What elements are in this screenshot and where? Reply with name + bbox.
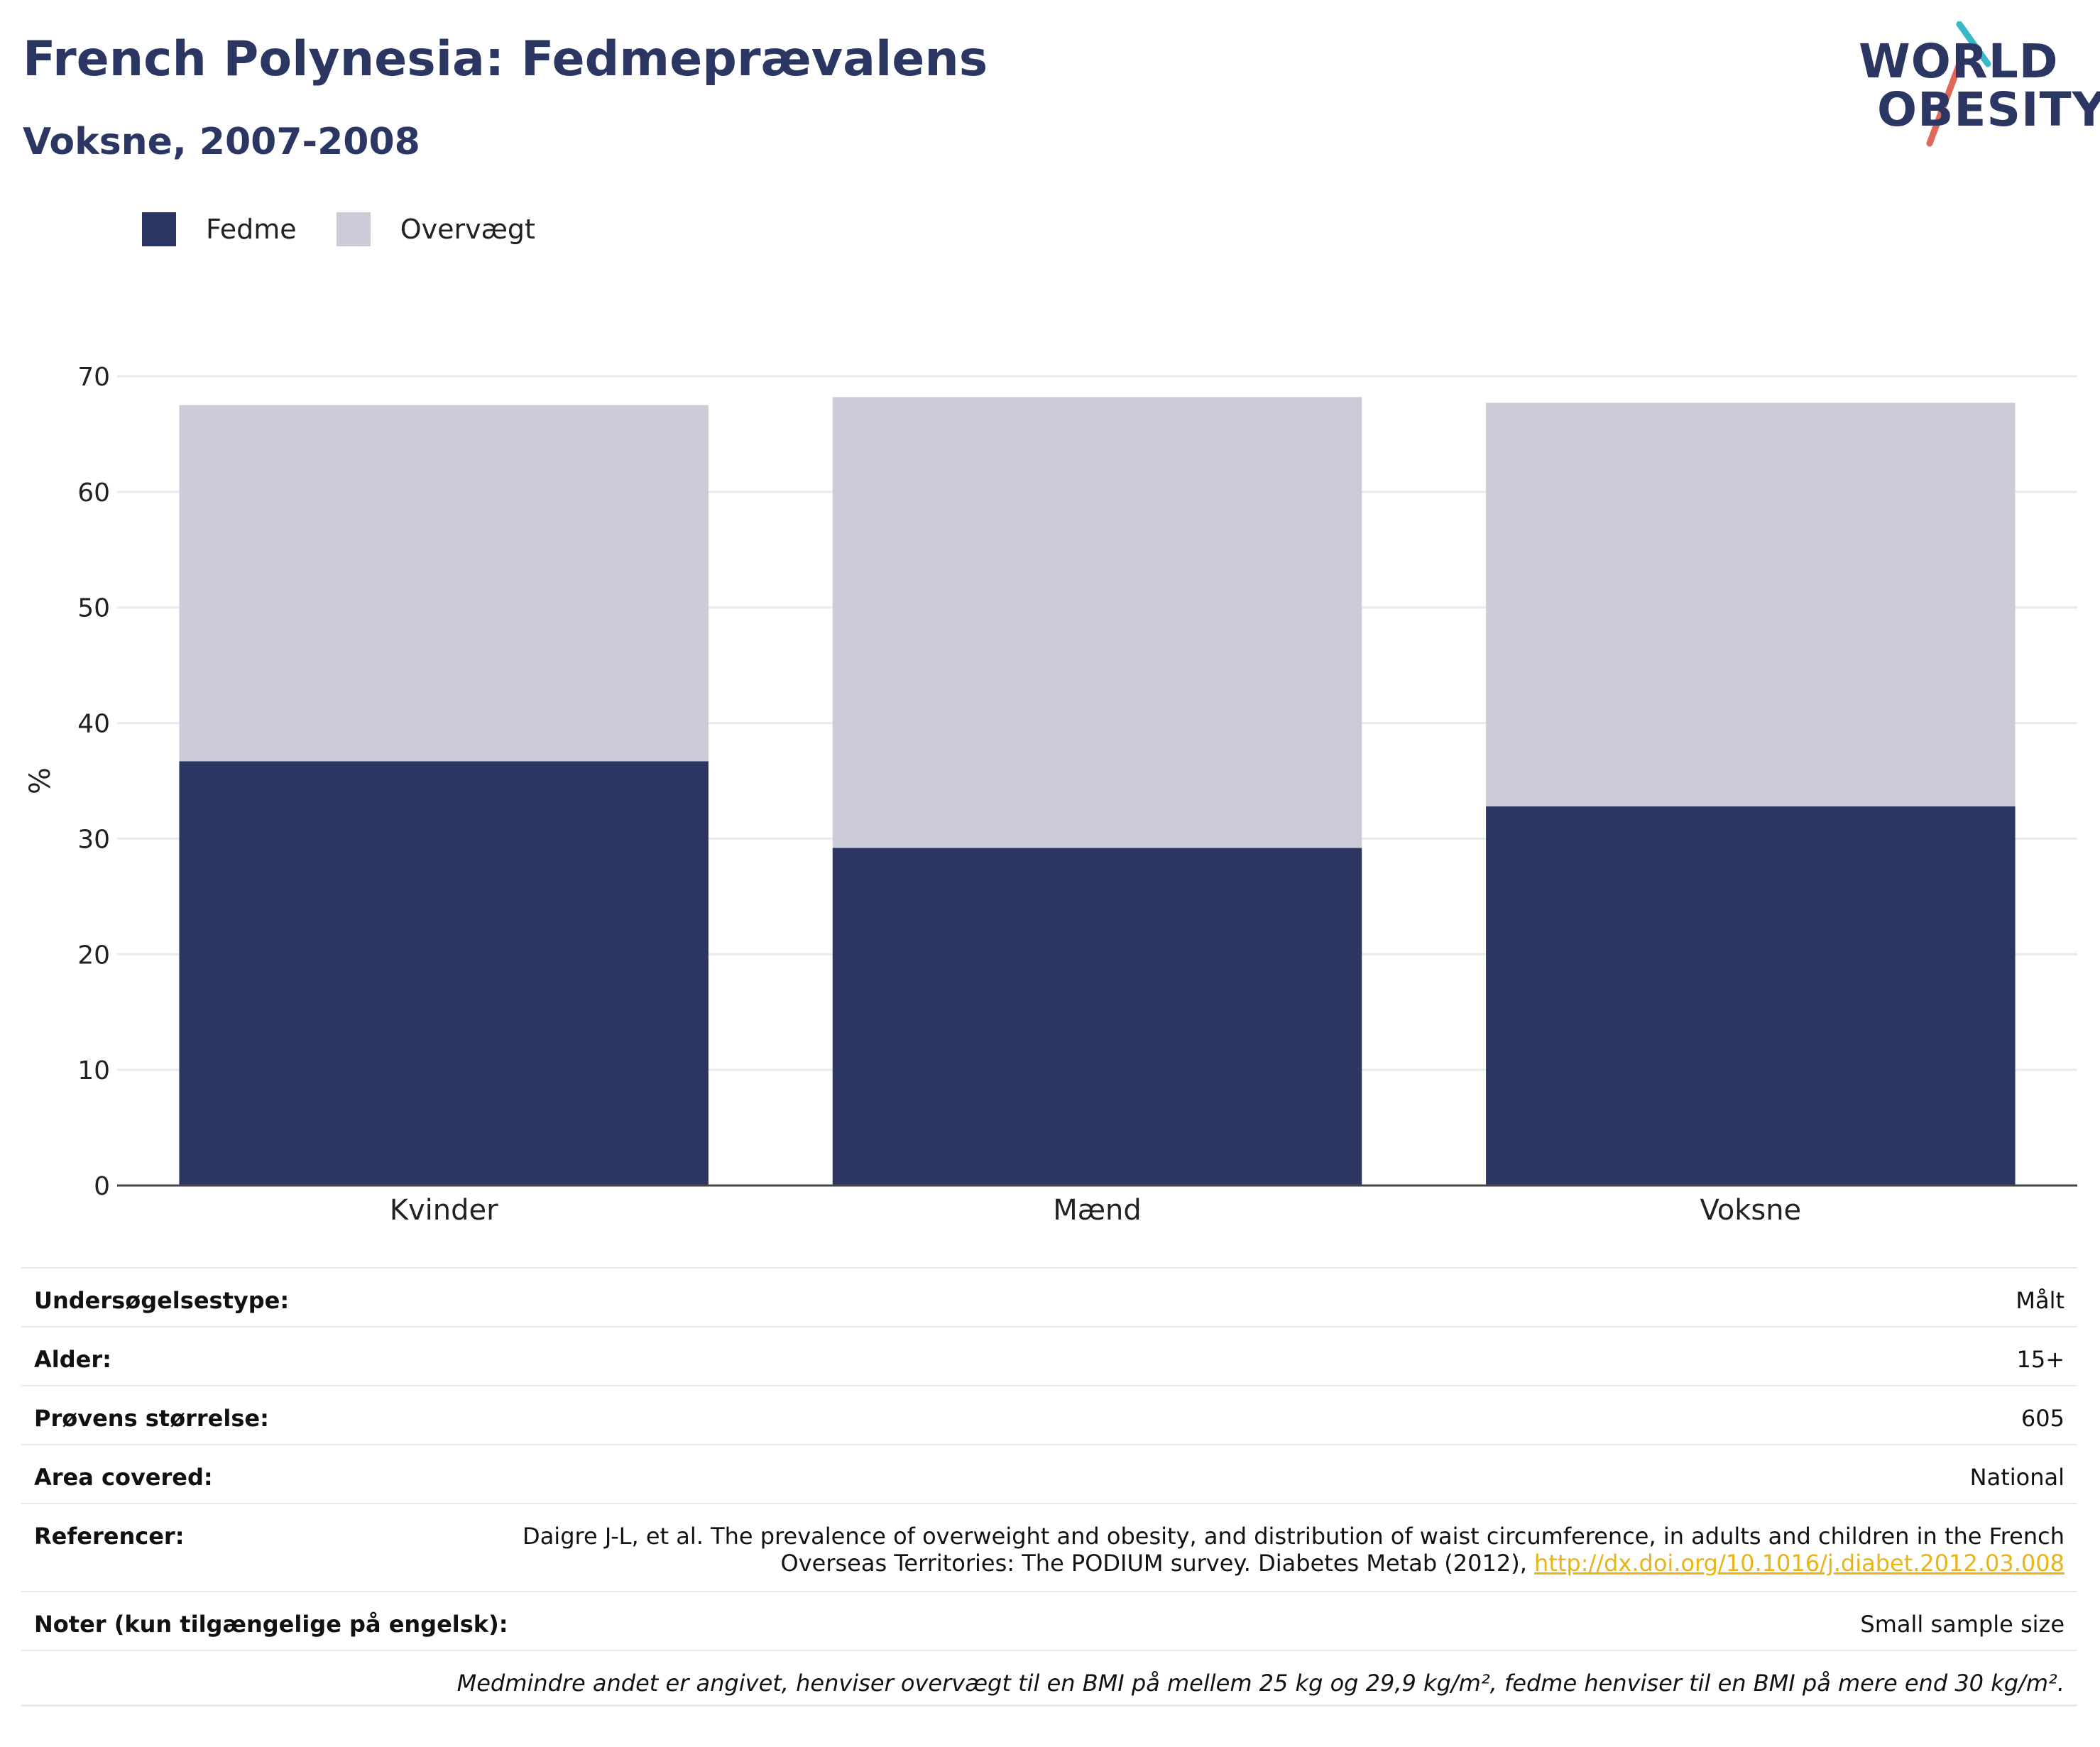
meta-value: Small sample size bbox=[1860, 1611, 2065, 1638]
meta-row-references: Referencer: Daigre J-L, et al. The preva… bbox=[21, 1503, 2077, 1591]
stacked-bar-chart: 0 10 20 30 40 50 60 70% Kvinder Mænd Voksne bbox=[24, 363, 2077, 1227]
meta-label: Undersøgelsestype: bbox=[34, 1287, 290, 1314]
meta-row-survey-type: Undersøgelsestype: Målt bbox=[21, 1267, 2077, 1326]
legend-item-overvaegt[interactable]: Overvægt bbox=[336, 212, 535, 246]
y-tick-label: 0 bbox=[94, 1172, 110, 1201]
legend-label-fedme: Fedme bbox=[206, 214, 297, 245]
y-axis-label: % bbox=[24, 767, 57, 794]
metadata-table: Undersøgelsestype: Målt Alder: 15+ Prøve… bbox=[21, 1267, 2077, 1707]
page-subtitle: Voksne, 2007-2008 bbox=[23, 121, 420, 163]
world-obesity-logo: WORLD OBESITY bbox=[1846, 21, 2100, 149]
x-tick-label: Voksne bbox=[1700, 1194, 1801, 1227]
bar-fedme bbox=[1486, 806, 2016, 1185]
chart-legend: Fedme Overvægt bbox=[142, 212, 575, 247]
meta-row-sample-size: Prøvens størrelse: 605 bbox=[21, 1385, 2077, 1444]
bar-overvaegt bbox=[832, 397, 1362, 848]
meta-label: Area covered: bbox=[34, 1464, 213, 1491]
bar-fedme bbox=[832, 848, 1362, 1185]
legend-item-fedme[interactable]: Fedme bbox=[142, 212, 297, 246]
reference-line-2: Overseas Territories: The PODIUM survey.… bbox=[780, 1550, 1535, 1577]
logo-slash-bottom bbox=[1926, 60, 1963, 147]
y-tick-label: 60 bbox=[77, 478, 110, 508]
y-tick-label: 10 bbox=[77, 1056, 110, 1085]
meta-row-notes: Noter (kun tilgængelige på engelsk): Sma… bbox=[21, 1591, 2077, 1650]
legend-swatch-overvaegt bbox=[336, 212, 371, 246]
page-title: French Polynesia: Fedmeprævalens bbox=[23, 31, 988, 87]
bar-overvaegt bbox=[179, 405, 709, 762]
bar-overvaegt bbox=[1486, 402, 2016, 806]
y-tick-label: 50 bbox=[77, 594, 110, 623]
logo-line-1: WORLD bbox=[1859, 34, 2059, 89]
meta-row-area-covered: Area covered: National bbox=[21, 1444, 2077, 1503]
logo-slash-icon bbox=[1926, 21, 1991, 147]
reference-text: Daigre J-L, et al. The prevalence of ove… bbox=[523, 1523, 2065, 1577]
x-tick-label: Kvinder bbox=[390, 1194, 498, 1227]
definition-footnote: Medmindre andet er angivet, henviser ove… bbox=[21, 1650, 2077, 1707]
y-tick-label: 20 bbox=[77, 941, 110, 970]
reference-line-1: Daigre J-L, et al. The prevalence of ove… bbox=[523, 1523, 2065, 1550]
x-tick-label: Mænd bbox=[1053, 1194, 1142, 1227]
y-tick-label: 40 bbox=[77, 710, 110, 739]
bar-fedme bbox=[179, 761, 709, 1185]
legend-label-overvaegt: Overvægt bbox=[400, 214, 535, 245]
meta-label: Alder: bbox=[34, 1346, 111, 1373]
legend-swatch-fedme bbox=[142, 212, 176, 246]
meta-value: National bbox=[1969, 1464, 2065, 1491]
meta-value: 15+ bbox=[2016, 1346, 2065, 1373]
y-tick-label: 70 bbox=[77, 363, 110, 392]
reference-link[interactable]: http://dx.doi.org/10.1016/j.diabet.2012.… bbox=[1534, 1550, 2065, 1577]
meta-label: Noter (kun tilgængelige på engelsk): bbox=[34, 1611, 508, 1638]
y-tick-label: 30 bbox=[77, 825, 110, 854]
meta-value: 605 bbox=[2020, 1405, 2065, 1432]
logo-slash-top bbox=[1956, 21, 1991, 67]
meta-label: Referencer: bbox=[34, 1523, 185, 1550]
meta-value: Målt bbox=[2016, 1287, 2065, 1314]
meta-row-age: Alder: 15+ bbox=[21, 1326, 2077, 1385]
logo-line-2: OBESITY bbox=[1877, 82, 2100, 137]
meta-label: Prøvens størrelse: bbox=[34, 1405, 269, 1432]
